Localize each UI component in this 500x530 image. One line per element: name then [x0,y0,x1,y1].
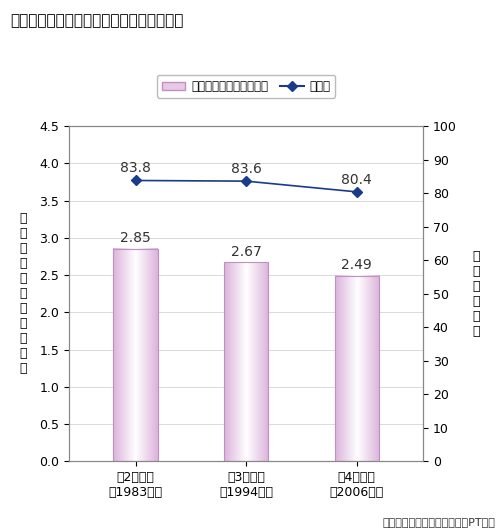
Text: 2.49: 2.49 [342,258,372,272]
Text: 資料：第２～４回道央都市圈PT調査: 資料：第２～４回道央都市圈PT調査 [382,517,495,527]
Text: 83.8: 83.8 [120,162,151,175]
Text: 2.67: 2.67 [231,245,262,259]
Text: 2.85: 2.85 [120,232,151,245]
Text: 80.4: 80.4 [342,173,372,187]
Y-axis label: 外
出
率
（
％
）: 外 出 率 （ ％ ） [472,250,480,338]
Text: 83.6: 83.6 [230,162,262,176]
Legend: 一人あたりのトリップ数, 外出率: 一人あたりのトリップ数, 外出率 [157,75,336,98]
Bar [114,249,158,462]
Bar [224,262,268,462]
Bar [334,276,379,462]
Text: 【一人あたりトリップ数、外出率の変化】: 【一人あたりトリップ数、外出率の変化】 [10,13,184,28]
Y-axis label: 一
人
あ
た
り
の
ト
リ
ッ
プ
数: 一 人 あ た り の ト リ ッ プ 数 [20,213,27,375]
